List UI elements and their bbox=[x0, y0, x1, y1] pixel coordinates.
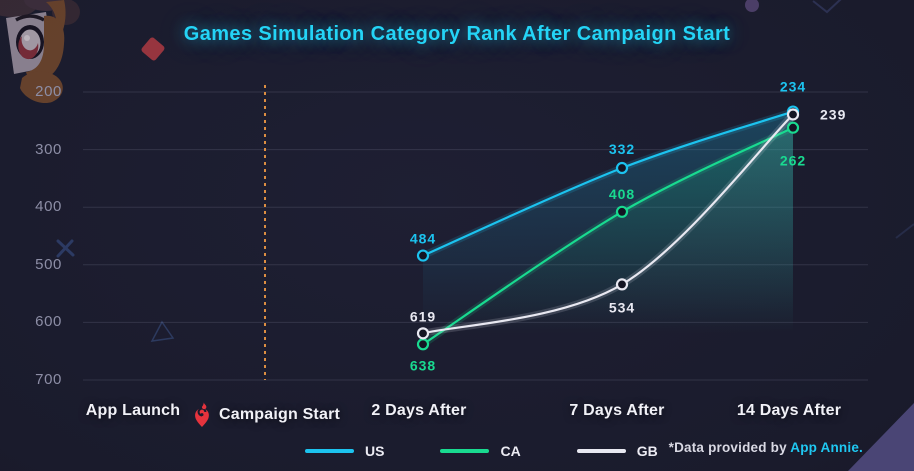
flame-pin-icon bbox=[192, 402, 212, 428]
x-label-text: 7 Days After bbox=[569, 402, 665, 419]
gb-data-point-2-days-after bbox=[416, 327, 430, 340]
us-swatch bbox=[305, 449, 354, 453]
chart-title: Games Simulation Category Rank After Cam… bbox=[183, 23, 731, 45]
x-label-text: Campaign Start bbox=[218, 406, 341, 423]
ca-data-point-2-days-after bbox=[416, 338, 430, 351]
gb-data-point-7-days-after bbox=[615, 278, 629, 291]
us-value-label: 484 bbox=[410, 231, 436, 247]
gb-area-fill bbox=[423, 114, 793, 380]
y-tick-200: 200 bbox=[35, 83, 62, 100]
ca-value-label: 262 bbox=[780, 153, 806, 169]
us-value-label: 332 bbox=[609, 141, 635, 157]
ca-data-point-14-days-after bbox=[786, 121, 800, 134]
gb-data-point-14-days-after bbox=[786, 108, 800, 121]
x-label-2-days-after: 2 Days After bbox=[371, 402, 466, 420]
gb-value-label: 239 bbox=[820, 106, 846, 122]
legend-label: CA bbox=[500, 443, 521, 459]
x-label-text: 2 Days After bbox=[371, 402, 467, 419]
data-credit: *Data provided by App Annie. bbox=[669, 440, 863, 455]
legend-item-ca[interactable]: CA bbox=[440, 443, 521, 459]
arm-shape bbox=[26, 15, 65, 82]
legend-item-us[interactable]: US bbox=[305, 443, 384, 459]
hand-shape bbox=[20, 71, 63, 104]
chart-legend: US CA GB bbox=[305, 443, 658, 459]
gb-swatch bbox=[576, 449, 626, 453]
legend-label: US bbox=[365, 443, 385, 459]
y-tick-500: 500 bbox=[35, 256, 62, 273]
gb-value-label: 619 bbox=[410, 308, 436, 324]
app-annie-link[interactable]: App Annie. bbox=[790, 440, 863, 455]
legend-label: GB bbox=[636, 443, 658, 459]
ca-swatch bbox=[440, 449, 490, 453]
x-label-campaign-start: Campaign Start bbox=[192, 402, 340, 428]
character-illustration bbox=[0, 0, 80, 104]
legend-item-gb[interactable]: GB bbox=[576, 443, 658, 459]
ca-value-label: 408 bbox=[609, 186, 635, 202]
y-tick-400: 400 bbox=[35, 198, 62, 215]
us-value-label: 234 bbox=[780, 79, 806, 95]
credit-text: *Data provided by bbox=[668, 440, 791, 455]
us-data-point-7-days-after bbox=[615, 161, 629, 175]
us-data-point-2-days-after bbox=[416, 249, 430, 262]
y-tick-600: 600 bbox=[35, 313, 62, 330]
x-label-text: 14 Days After bbox=[736, 402, 842, 419]
x-label-app-launch: App Launch bbox=[86, 402, 180, 420]
y-tick-700: 700 bbox=[35, 371, 62, 388]
x-label-7-days-after: 7 Days After bbox=[569, 402, 664, 420]
y-tick-300: 300 bbox=[35, 141, 62, 158]
eyebrow bbox=[15, 14, 45, 22]
x-label-14-days-after: 14 Days After bbox=[737, 402, 841, 420]
eye-highlight bbox=[24, 35, 30, 41]
ca-data-point-7-days-after bbox=[615, 205, 629, 218]
eye-iris bbox=[18, 36, 39, 60]
x-label-text: App Launch bbox=[85, 402, 181, 419]
ca-value-label: 638 bbox=[410, 357, 436, 373]
gb-value-label: 534 bbox=[609, 299, 635, 315]
